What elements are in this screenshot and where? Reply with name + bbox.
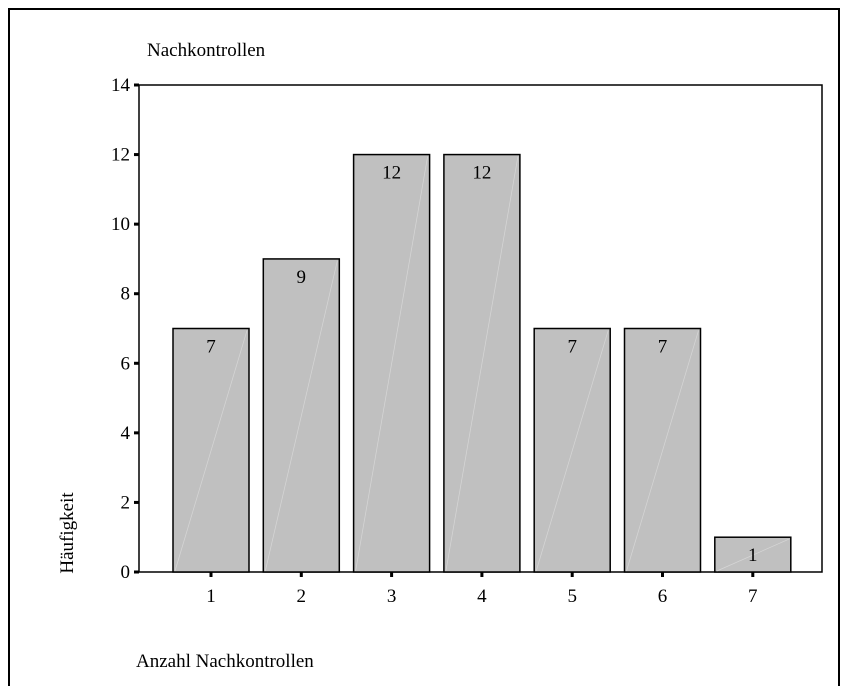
x-tick-label-6: 6 [658,586,668,607]
y-axis: 0 2 4 6 8 10 12 14 [111,75,139,583]
chart-title: Nachkontrollen [147,40,266,61]
y-tick-mark-14 [134,83,139,87]
bar-sheen-3 [355,156,428,572]
x-tick-label-3: 3 [387,586,397,607]
y-tick-label-10: 10 [111,214,130,235]
y-tick-label-2: 2 [121,492,131,513]
x-tick-label-7: 7 [748,586,758,607]
x-tick-mark-4 [480,572,484,577]
x-tick-mark-6 [661,572,664,577]
bar-7 [714,536,792,573]
data-label-2: 9 [297,267,307,288]
x-tick-mark-7 [751,572,755,577]
data-label-3: 12 [382,163,401,184]
bar-sheen-2 [264,260,338,572]
y-tick-label-14: 14 [111,75,131,96]
y-axis-label: Häufigkeit [57,492,78,574]
data-label-6: 7 [658,337,668,358]
x-axis: 1 2 3 4 5 6 7 [206,572,758,607]
x-tick-label-4: 4 [477,586,487,607]
bars-group: 7 9 12 12 7 7 1 [172,153,792,573]
bar-sheen-4 [445,156,519,572]
y-tick-label-12: 12 [111,145,130,166]
bar-sheen-1 [174,330,248,572]
data-label-4: 12 [472,163,491,184]
x-tick-mark-2 [299,572,303,577]
y-tick-mark-4 [134,431,139,435]
chart-frame [8,8,840,686]
data-label-7: 1 [748,545,758,566]
x-tick-label-2: 2 [297,586,307,607]
y-tick-mark-0 [134,570,139,574]
bar-sheen-5 [535,330,609,572]
y-tick-mark-10 [134,222,139,226]
x-tick-mark-5 [570,572,574,577]
y-tick-label-0: 0 [121,562,131,583]
y-tick-mark-2 [134,500,139,504]
x-tick-mark-1 [209,572,213,577]
data-label-1: 7 [206,337,216,358]
x-tick-mark-3 [390,572,394,577]
y-tick-label-4: 4 [121,423,131,444]
y-tick-label-8: 8 [121,284,131,305]
data-label-5: 7 [567,337,577,358]
y-tick-label-6: 6 [121,353,131,374]
bar-sheen-7 [716,538,789,572]
x-tick-label-1: 1 [206,586,216,607]
y-tick-mark-12 [134,153,139,157]
y-tick-mark-6 [134,361,139,365]
x-axis-label: Anzahl Nachkontrollen [136,651,314,672]
y-tick-mark-8 [134,292,139,296]
x-tick-label-5: 5 [567,586,577,607]
bar-sheen-6 [626,330,699,572]
